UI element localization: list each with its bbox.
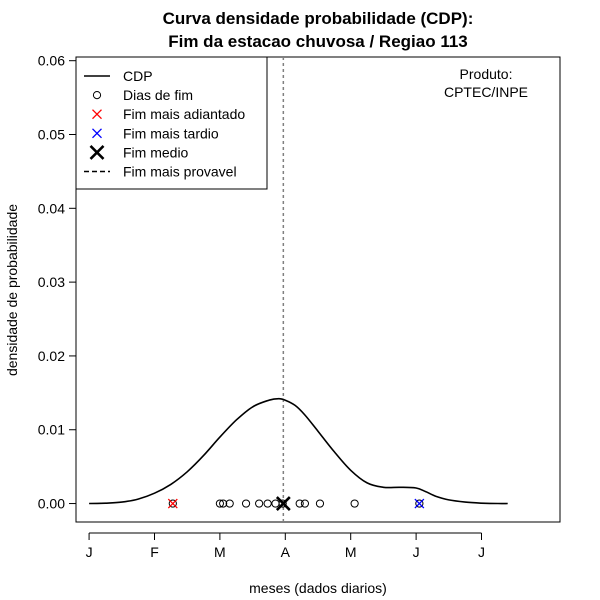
product-label: Produto: [460, 66, 513, 82]
legend-label-1: Dias de fim [123, 87, 193, 103]
fim-mais-tardio-marker [414, 498, 425, 509]
chart-title-line-2: Fim da estacao chuvosa / Regiao 113 [168, 32, 468, 51]
x-tick-label-0: J [86, 544, 93, 560]
dia-de-fim-point-2 [219, 499, 228, 508]
y-axis: 0.00 0.01 0.02 0.03 0.04 0.05 0.06 [38, 53, 77, 512]
dia-de-fim-point-10 [300, 499, 310, 508]
cdp-curve [89, 397, 508, 505]
x-tick-label-1: F [150, 544, 159, 560]
dia-de-fim-point-0 [168, 499, 177, 508]
fim-medio-marker [275, 496, 291, 511]
legend-label-3: Fim mais tardio [123, 125, 219, 141]
legend-label-4: Fim medio [123, 144, 189, 160]
fim-mais-tardio-marker-stroke-b [414, 498, 425, 509]
product-source: CPTEC/INPE [444, 84, 528, 100]
x-tick-label-2: M [214, 544, 226, 560]
y-axis-label: densidade de probabilidade [4, 204, 20, 376]
y-tick-label-5: 0.05 [38, 127, 65, 143]
dia-de-fim-point-3 [225, 499, 234, 508]
legend: CDP Dias de fim Fim mais adiantado Fim mais… [75, 56, 268, 190]
dia-de-fim-point-6 [263, 499, 272, 508]
chart-title-line-1: Curva densidade probabilidade (CDP): [163, 9, 474, 28]
fim-mais-adiantado-marker-stroke-b [167, 498, 178, 509]
legend-label-5: Fim mais provavel [123, 164, 237, 180]
legend-symbol-4 [89, 144, 105, 160]
dia-de-fim-point-5 [255, 499, 264, 508]
x-tick-label-6: J [478, 544, 485, 560]
dia-de-fim-point-11 [315, 499, 325, 508]
legend-symbol-3 [92, 128, 102, 139]
x-tick-label-3: A [281, 544, 291, 560]
legend-symbol-3-stroke-b [92, 128, 102, 139]
dia-de-fim-point-9 [295, 499, 304, 508]
legend-symbol-2-stroke-b [92, 109, 102, 120]
legend-label-2: Fim mais adiantado [123, 106, 245, 122]
dias-de-fim-points [167, 496, 425, 511]
dia-de-fim-point-8 [278, 499, 287, 508]
x-tick-label-5: J [413, 544, 420, 560]
legend-symbol-4-stroke-b [89, 144, 105, 160]
fim-mais-adiantado-marker [167, 498, 178, 509]
dia-de-fim-point-4 [241, 499, 251, 508]
x-tick-label-4: M [345, 544, 357, 560]
dia-de-fim-point-1 [215, 499, 224, 508]
legend-symbol-1 [92, 91, 102, 100]
legend-box [75, 56, 268, 190]
y-tick-label-0: 0.00 [38, 496, 65, 512]
dia-de-fim-point-13 [415, 499, 424, 508]
legend-symbol-2 [92, 109, 102, 120]
y-tick-label-6: 0.06 [38, 53, 65, 69]
y-tick-label-2: 0.02 [38, 348, 65, 364]
y-tick-label-4: 0.04 [38, 200, 65, 216]
y-tick-label-3: 0.03 [38, 274, 65, 290]
legend-label-0: CDP [123, 68, 153, 84]
dia-de-fim-point-12 [350, 499, 359, 508]
x-axis-label: meses (dados diarios) [249, 580, 387, 596]
dia-de-fim-point-7 [271, 499, 280, 508]
fim-medio-marker-stroke-b [275, 496, 291, 511]
y-tick-label-1: 0.01 [38, 422, 65, 438]
